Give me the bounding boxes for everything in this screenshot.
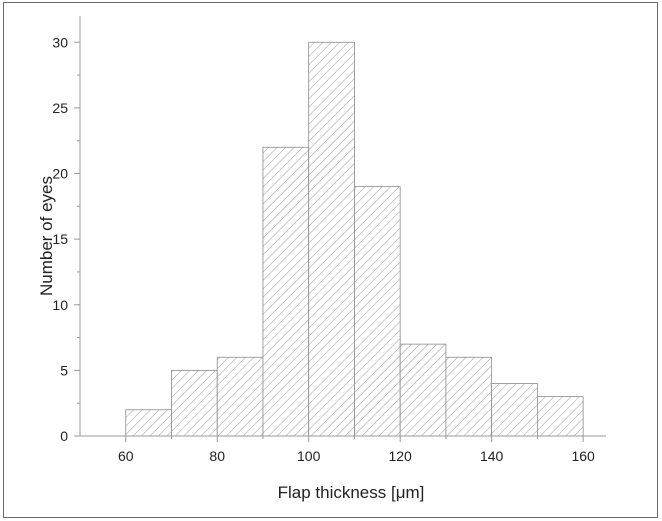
bar-150-160: [536, 396, 584, 437]
y-axis-title: Number of eyes: [37, 176, 56, 296]
y-tick-label: 0: [60, 428, 68, 444]
bars-group: [125, 41, 584, 437]
y-tick-label: 10: [52, 297, 68, 313]
bar-120-130: [399, 343, 447, 437]
x-tick-label: 80: [209, 448, 225, 464]
x-tick-label: 120: [388, 448, 412, 464]
y-tick-label: 15: [52, 231, 68, 247]
y-tick-label: 25: [52, 100, 68, 116]
bar-140-150: [491, 383, 538, 437]
x-tick-label: 60: [118, 448, 134, 464]
bar-100-110: [308, 41, 355, 437]
x-axis-title: Flap thickness [μm]: [278, 483, 425, 502]
y-tick-label: 5: [60, 362, 68, 378]
bar-80-90: [216, 356, 264, 437]
x-tick-label: 100: [297, 448, 321, 464]
x-tick-label: 160: [571, 448, 595, 464]
y-tick-label: 30: [52, 34, 68, 50]
y-tick-label: 20: [52, 166, 68, 182]
bar-90-100: [262, 146, 310, 437]
bar-70-80: [171, 369, 218, 437]
x-tick-label: 140: [480, 448, 504, 464]
bar-60-70: [125, 409, 172, 437]
axes-group: 0 5 10 15 20 25 30 60 80 100 120 140 160: [52, 16, 606, 464]
bar-110-120: [354, 186, 401, 437]
bar-130-140: [445, 356, 493, 437]
